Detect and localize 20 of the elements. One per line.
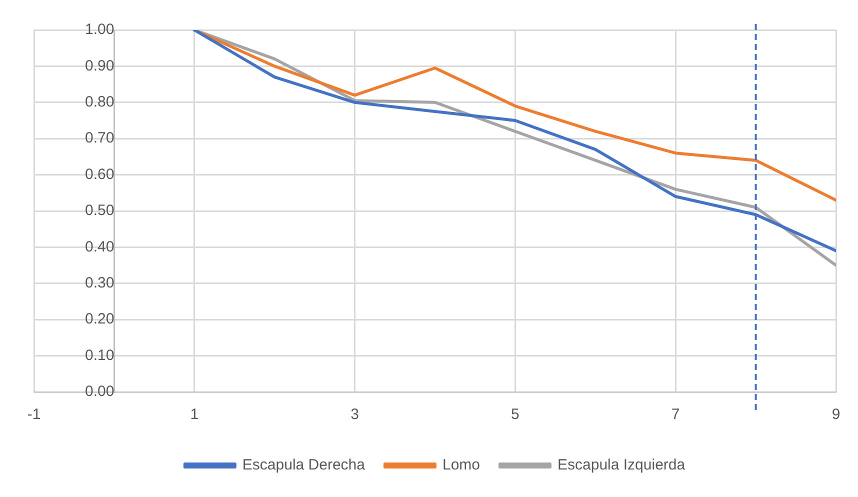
- x-tick-label: -1: [27, 406, 41, 424]
- y-tick-label: 0.80: [84, 94, 114, 111]
- y-tick-label: 0.90: [84, 57, 114, 74]
- y-tick-label: 0.40: [84, 238, 114, 256]
- x-tick-label: 7: [671, 406, 680, 424]
- y-tick-label: 0.30: [84, 274, 114, 292]
- legend-label: Escapula Izquierda: [558, 456, 686, 474]
- y-tick-label: 0.50: [84, 202, 114, 220]
- y-tick-label: 0.10: [84, 346, 114, 364]
- y-tick-label: 0.00: [84, 383, 114, 400]
- x-tick-label: 9: [832, 406, 840, 424]
- y-tick-label: 0.70: [84, 130, 114, 147]
- legend-label: Lomo: [442, 456, 480, 474]
- y-tick-label: 1.00: [84, 21, 114, 38]
- x-tick-label: 1: [190, 406, 199, 424]
- x-tick-label: 3: [350, 406, 359, 424]
- legend-label: Escapula Derecha: [242, 456, 366, 474]
- y-tick-label: 0.20: [84, 310, 114, 328]
- y-tick-label: 0.60: [84, 166, 114, 183]
- x-tick-label: 5: [511, 406, 520, 424]
